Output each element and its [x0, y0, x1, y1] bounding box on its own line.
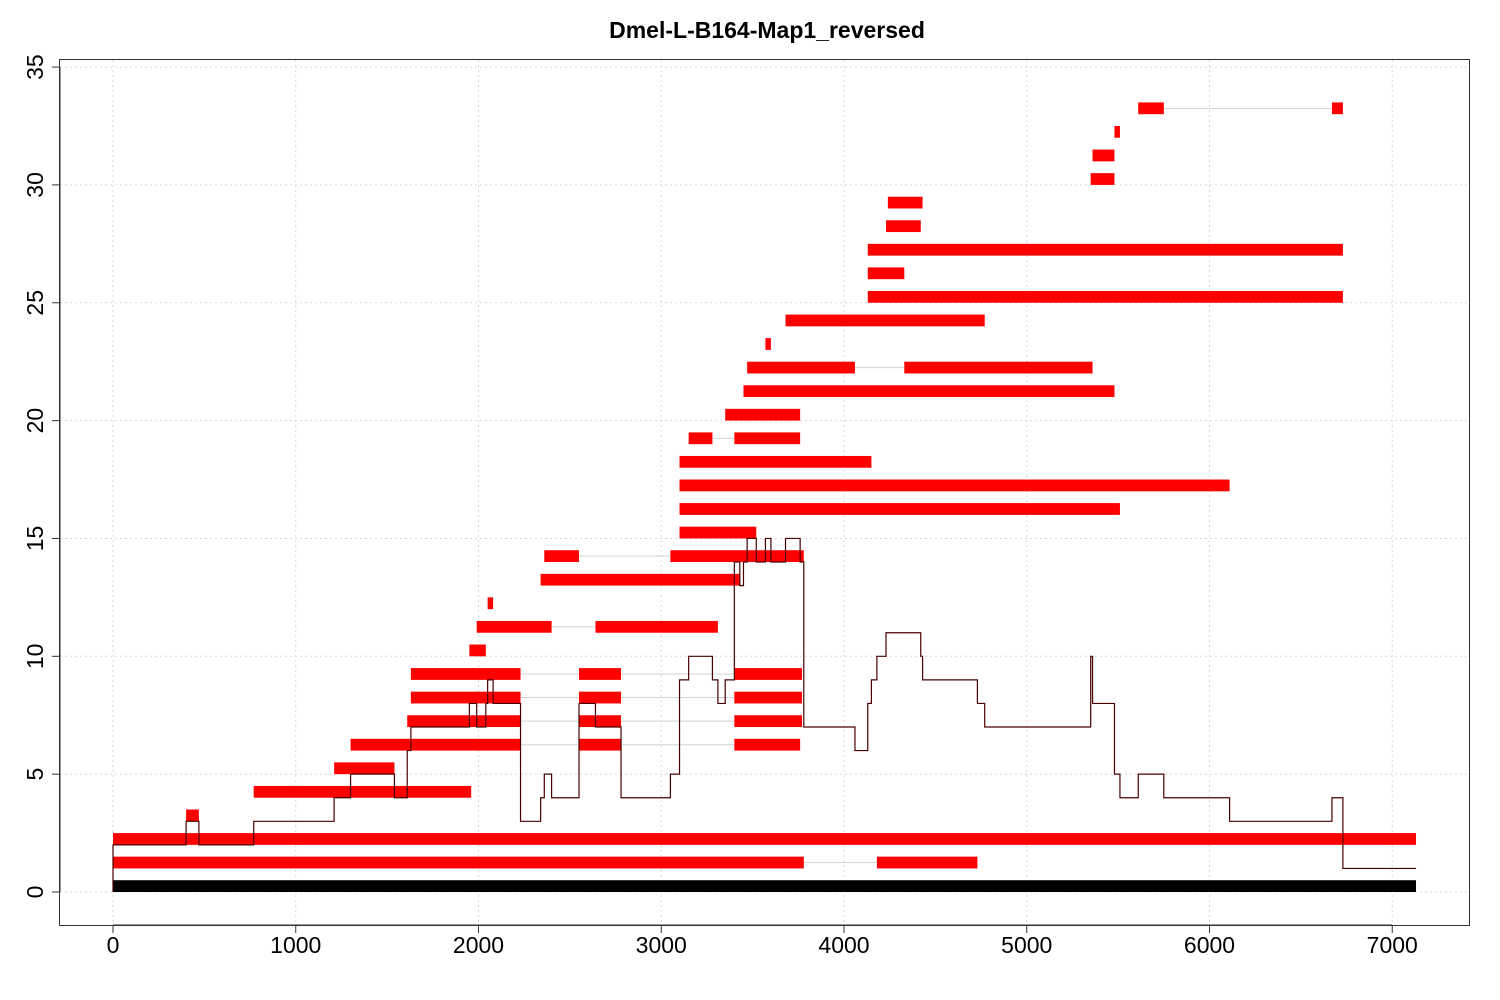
segment-bar: [867, 290, 1343, 303]
reference-track: [112, 880, 1417, 893]
segment-bar: [867, 243, 1343, 256]
segment-bar: [469, 644, 486, 657]
segment-bar: [734, 715, 802, 728]
coverage-line: [112, 537, 1416, 893]
segment-bar: [886, 220, 921, 233]
segment-bar: [734, 738, 801, 751]
segment-bar: [253, 785, 472, 798]
y-tick-label: 35: [22, 54, 48, 80]
segment-bar: [743, 385, 1115, 398]
segment-bar: [112, 833, 1417, 845]
segment-bar: [876, 856, 978, 869]
segment-bar: [487, 597, 494, 610]
x-tick-label: 7000: [1367, 932, 1418, 958]
segment-bar: [407, 715, 521, 728]
segment-bar: [544, 550, 580, 563]
segment-bar: [904, 361, 1093, 374]
segments: [112, 102, 1417, 869]
segment-bar: [679, 479, 1230, 492]
segment-bar: [476, 620, 552, 633]
segment-bar: [1138, 102, 1164, 115]
segment-links: [520, 107, 1332, 864]
segment-bar: [540, 573, 740, 586]
segment-bar: [747, 361, 855, 374]
segment-bar: [1090, 173, 1115, 185]
grid: [60, 60, 1469, 925]
x-axis: 0 1000 2000 3000 4000 5000 6000 7000: [107, 924, 1418, 958]
segment-bar: [579, 738, 622, 751]
x-tick-label: 6000: [1184, 932, 1235, 958]
segment-bar: [579, 668, 622, 680]
segment-bar: [1114, 125, 1120, 138]
y-tick-label: 20: [22, 408, 48, 434]
segment-bar: [679, 526, 757, 539]
x-tick-label: 0: [107, 932, 120, 958]
coverage-path: [112, 537, 1416, 893]
y-axis: 0 5 10 15 20 25 30 35: [22, 54, 61, 899]
x-tick-label: 1000: [270, 932, 321, 958]
segment-bar: [579, 691, 622, 704]
segment-bar: [679, 455, 872, 468]
x-tick-label: 3000: [636, 932, 687, 958]
y-tick-label: 15: [22, 526, 48, 552]
chart-title: Dmel-L-B164-Map1_reversed: [609, 17, 925, 43]
segment-bar: [186, 809, 199, 822]
reference-bar: [112, 880, 1417, 893]
segment-bar: [579, 715, 622, 728]
segment-bar: [725, 408, 801, 421]
segment-bar: [410, 691, 521, 704]
x-tick-label: 2000: [453, 932, 504, 958]
y-tick-label: 5: [22, 768, 48, 781]
x-tick-label: 4000: [818, 932, 869, 958]
segment-bar: [734, 668, 802, 680]
segment-bar: [867, 267, 905, 280]
segment-bar: [887, 196, 923, 209]
segment-bar: [334, 762, 395, 775]
y-tick-label: 30: [22, 172, 48, 198]
y-tick-label: 10: [22, 644, 48, 670]
segment-bar: [688, 432, 713, 445]
y-tick-label: 0: [22, 886, 48, 899]
segment-bar: [734, 432, 801, 445]
x-tick-label: 5000: [1001, 932, 1052, 958]
segment-bar: [1331, 102, 1343, 115]
segment-bar: [765, 338, 771, 350]
segment-bar: [112, 856, 804, 869]
segment-bar: [595, 620, 718, 633]
y-tick-label: 25: [22, 290, 48, 316]
segment-bar: [734, 691, 802, 704]
segment-bar: [670, 550, 804, 563]
segment-bar: [410, 668, 521, 680]
segment-bar: [350, 738, 521, 751]
segment-bar: [679, 503, 1120, 515]
segment-bar: [1092, 149, 1115, 162]
segment-bar: [785, 314, 985, 327]
